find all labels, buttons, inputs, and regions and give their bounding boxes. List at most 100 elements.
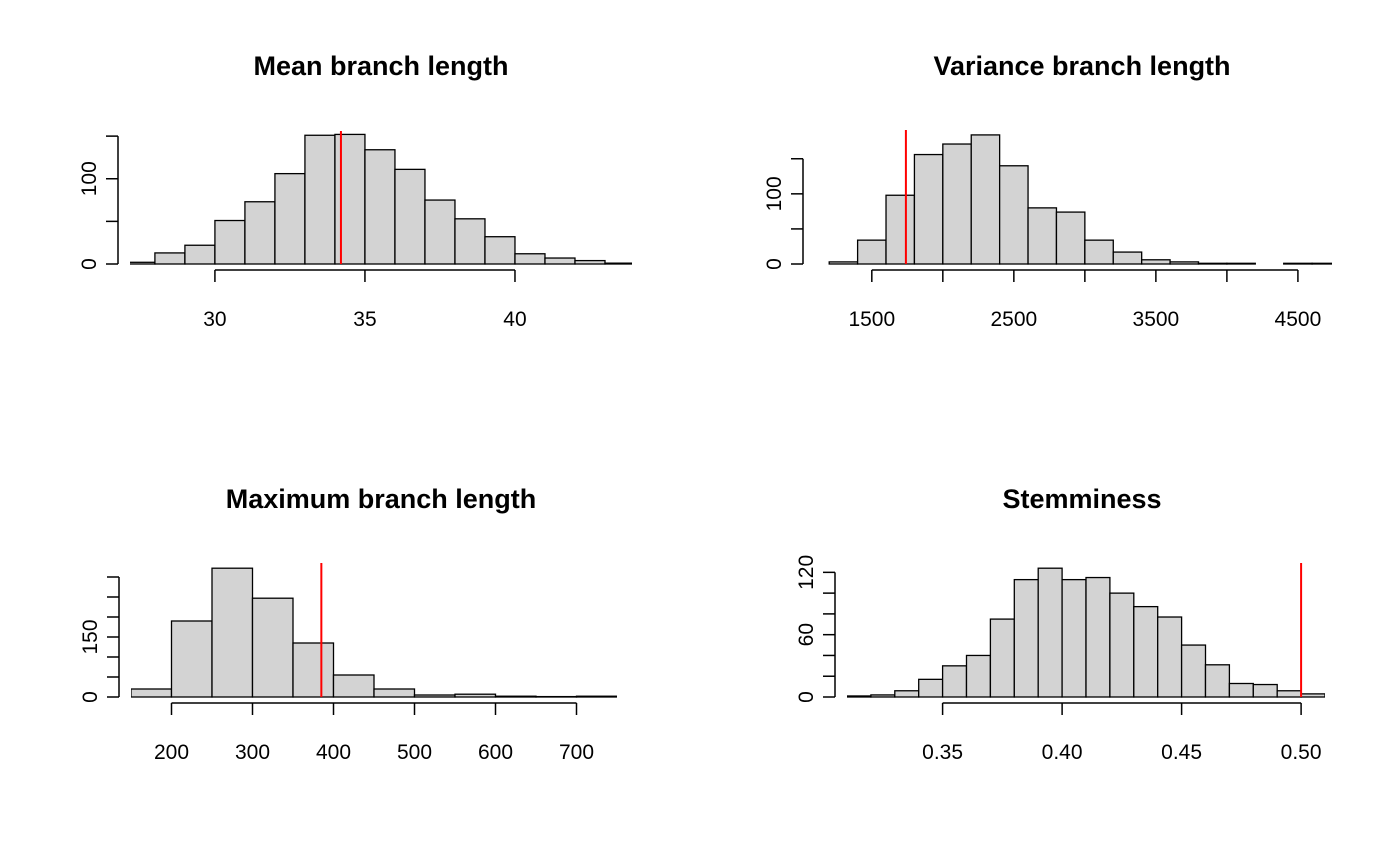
bar — [1061, 578, 1087, 698]
bar — [1027, 207, 1058, 265]
bar — [998, 165, 1029, 265]
bar — [154, 252, 186, 265]
x-tick-label: 3500 — [1133, 308, 1180, 331]
bars — [828, 134, 1332, 265]
bar — [1085, 576, 1111, 698]
bar — [424, 199, 456, 265]
bar — [856, 239, 887, 265]
panel: Mean branch length 30 35 40 0 100 — [78, 51, 632, 331]
bar — [970, 134, 1001, 265]
bar — [130, 261, 156, 265]
x-tick-label: 30 — [203, 308, 226, 331]
bar — [1276, 690, 1302, 698]
bar — [211, 567, 254, 698]
y-tick-label: 0 — [78, 258, 101, 270]
bar — [1109, 592, 1135, 698]
bar — [1157, 616, 1183, 698]
bar — [1204, 664, 1231, 698]
bar — [1283, 262, 1313, 265]
bar — [941, 665, 968, 698]
bar — [251, 597, 294, 698]
bar — [828, 261, 859, 265]
bar — [304, 134, 336, 265]
bar — [965, 654, 992, 698]
bar — [989, 618, 1015, 698]
bar — [870, 694, 896, 698]
y-tick-label: 120 — [795, 555, 818, 590]
bar — [574, 259, 606, 265]
bar — [1084, 239, 1114, 265]
bar — [1252, 683, 1278, 698]
y-tick-label: 150 — [79, 619, 102, 654]
bars — [847, 567, 1325, 698]
chart-title: Mean branch length — [253, 51, 508, 81]
bar — [1013, 578, 1039, 698]
bar — [274, 172, 306, 265]
bar — [942, 143, 972, 265]
x-tick-label: 400 — [316, 741, 351, 764]
x-tick-label: 2500 — [990, 308, 1037, 331]
bar — [332, 674, 375, 698]
bar — [847, 695, 872, 698]
bar — [494, 695, 537, 698]
x-tick-label: 500 — [397, 741, 432, 764]
bar — [514, 253, 546, 265]
bar — [894, 690, 920, 698]
bar — [1300, 693, 1325, 698]
bar — [413, 694, 456, 698]
bar — [170, 620, 213, 698]
bar — [544, 257, 576, 265]
x-tick-label: 0.45 — [1161, 741, 1202, 764]
y-tick-label: 100 — [78, 161, 101, 196]
bar — [184, 244, 216, 265]
bar — [913, 153, 944, 265]
y-tick-label: 60 — [795, 623, 818, 646]
x-tick-label: 600 — [478, 741, 513, 764]
x-tick-label: 35 — [353, 308, 376, 331]
bar — [1055, 211, 1086, 265]
chart-title: Stemminess — [1002, 484, 1161, 514]
bar — [1112, 251, 1143, 265]
bar — [885, 194, 916, 265]
bar — [1141, 259, 1171, 265]
bar — [1311, 262, 1332, 265]
bar — [131, 688, 173, 698]
x-tick-label: 1500 — [848, 308, 895, 331]
y-tick-label: 0 — [79, 691, 102, 703]
bar — [334, 133, 366, 265]
bar — [373, 688, 416, 698]
bar — [1169, 261, 1200, 265]
chart-title: Variance branch length — [933, 51, 1230, 81]
bars — [130, 133, 632, 265]
y-tick-label: 0 — [763, 258, 786, 270]
x-tick-label: 40 — [503, 308, 526, 331]
chart-title: Maximum branch length — [226, 484, 537, 514]
bar — [604, 262, 632, 265]
bar — [918, 678, 944, 698]
bar — [1228, 682, 1254, 698]
x-tick-label: 0.35 — [922, 741, 963, 764]
bar — [214, 219, 246, 265]
panel: Maximum branch length 200 300 400 500 600 700 0… — [79, 484, 617, 764]
x-tick-label: 300 — [235, 741, 270, 764]
x-tick-label: 0.40 — [1042, 741, 1083, 764]
x-tick-label: 4500 — [1275, 308, 1322, 331]
bar — [1133, 605, 1159, 698]
bar — [1226, 262, 1256, 265]
bar — [484, 236, 516, 265]
bar — [364, 149, 396, 265]
bar — [394, 168, 426, 265]
y-tick-label: 0 — [795, 691, 818, 703]
bar — [454, 693, 497, 698]
bar — [1180, 644, 1207, 698]
bar — [244, 201, 276, 265]
bar — [454, 218, 486, 265]
bar — [1037, 567, 1063, 698]
panel: Stemminess 0.35 0.40 0.45 0.50 0 60 120 — [795, 484, 1325, 764]
y-tick-label: 100 — [763, 176, 786, 211]
x-tick-label: 700 — [559, 741, 594, 764]
panel: Variance branch length 1500 2500 3500 4500 0 1… — [763, 51, 1332, 331]
bars — [131, 567, 617, 698]
x-tick-label: 200 — [154, 741, 189, 764]
